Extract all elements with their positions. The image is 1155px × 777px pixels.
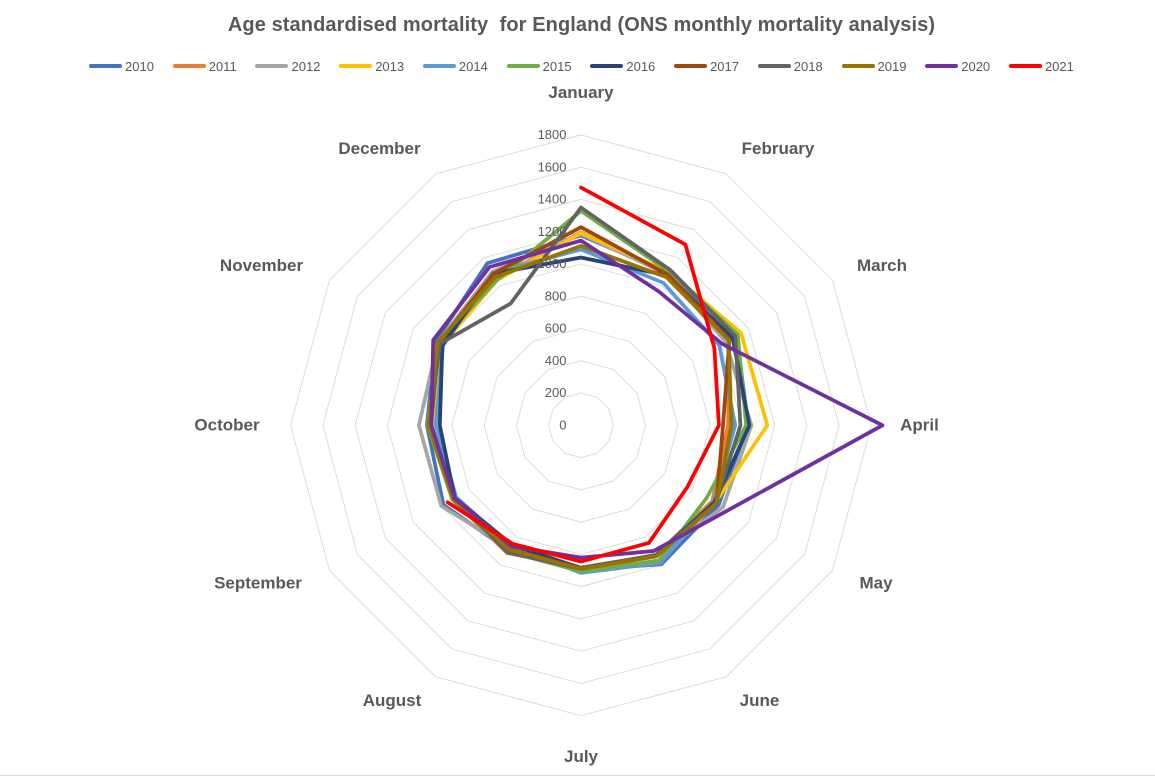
svg-text:January: January <box>548 83 614 102</box>
svg-text:February: February <box>742 139 815 158</box>
svg-text:June: June <box>740 691 780 710</box>
svg-text:March: March <box>857 256 907 275</box>
svg-text:800: 800 <box>545 288 567 303</box>
svg-text:December: December <box>338 139 421 158</box>
svg-text:1400: 1400 <box>538 192 567 207</box>
svg-text:1800: 1800 <box>538 127 567 142</box>
svg-text:November: November <box>220 256 304 275</box>
svg-text:1000: 1000 <box>538 256 567 271</box>
svg-text:1600: 1600 <box>538 159 567 174</box>
svg-text:September: September <box>214 573 302 592</box>
svg-text:July: July <box>564 747 599 766</box>
svg-text:600: 600 <box>545 321 567 336</box>
svg-text:October: October <box>194 415 260 434</box>
svg-text:200: 200 <box>545 385 567 400</box>
svg-text:May: May <box>859 573 893 592</box>
svg-text:August: August <box>363 691 422 710</box>
svg-text:400: 400 <box>545 353 567 368</box>
svg-text:0: 0 <box>559 418 566 433</box>
svg-text:April: April <box>900 415 939 434</box>
svg-text:1200: 1200 <box>538 224 567 239</box>
